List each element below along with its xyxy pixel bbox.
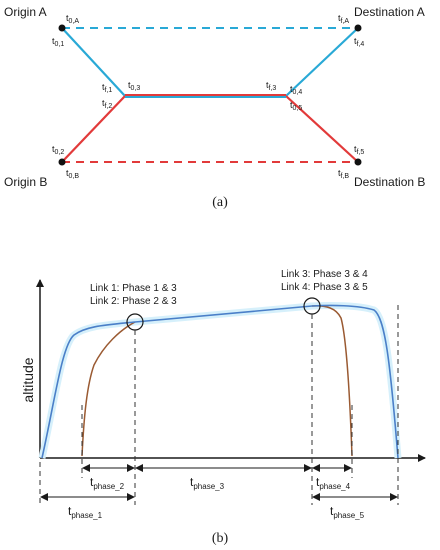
origin-a-node	[58, 24, 66, 32]
link-1-2-label-line1: Link 1: Phase 1 & 3	[90, 283, 177, 294]
time-label-tf5: tf,5	[354, 144, 364, 156]
origin-a-label: Origin A	[4, 5, 47, 19]
time-label-t05: t0,5	[290, 100, 302, 112]
y-axis-label: altitude	[20, 357, 36, 402]
destination-a-label: Destination A	[354, 5, 425, 19]
time-label-tf2: tf,2	[102, 98, 112, 110]
time-label-t0A: t0,A	[66, 13, 79, 25]
route-a-to-merge	[61, 27, 126, 97]
profile-halo	[38, 302, 402, 459]
route-b-from-split	[285, 95, 359, 163]
phase-1-label: tphase_1	[68, 504, 103, 520]
time-label-tfA: tf,A	[338, 13, 349, 25]
phase-5-label: tphase_5	[330, 504, 365, 520]
route-b-to-merge	[61, 95, 126, 163]
origin-b-label: Origin B	[4, 175, 47, 189]
panel-b: altitude Link 1: Phase 1 & 3 Link 2: Pha…	[20, 269, 426, 546]
time-label-tf3: tf,3	[266, 80, 276, 92]
time-label-t02: t0,2	[52, 144, 64, 156]
time-label-t03: t0,3	[128, 80, 140, 92]
link-3-4-label-line2: Link 4: Phase 3 & 5	[281, 282, 368, 293]
caption-a: (a)	[212, 195, 228, 210]
profile-main-blue	[41, 304, 399, 459]
time-label-t01: t0,1	[52, 36, 64, 48]
destination-b-node	[354, 158, 362, 166]
destination-b-label: Destination B	[354, 175, 425, 189]
panel-a: Origin A Destination A Origin B Destinat…	[4, 5, 425, 210]
link-3-4-label-line1: Link 3: Phase 3 & 4	[281, 269, 368, 280]
time-label-tf1: tf,1	[102, 82, 112, 94]
profile-link2-brown	[81, 321, 136, 457]
profile-link4-brown	[311, 305, 353, 457]
dashed-guides	[39, 305, 399, 505]
caption-b: (b)	[212, 531, 229, 546]
origin-b-node	[58, 158, 66, 166]
time-label-t04: t0,4	[290, 84, 302, 96]
time-label-t0B: t0,B	[66, 168, 79, 180]
link-1-2-label-line2: Link 2: Phase 2 & 3	[90, 296, 177, 307]
time-label-tf4: tf,4	[354, 36, 364, 48]
phase-3-label: tphase_3	[190, 475, 225, 491]
destination-a-node	[354, 24, 362, 32]
time-label-tfB: tf,B	[338, 168, 349, 180]
route-a-from-split	[285, 27, 359, 97]
phase-2-label: tphase_2	[90, 475, 125, 491]
phase-4-label: tphase_4	[316, 475, 351, 491]
